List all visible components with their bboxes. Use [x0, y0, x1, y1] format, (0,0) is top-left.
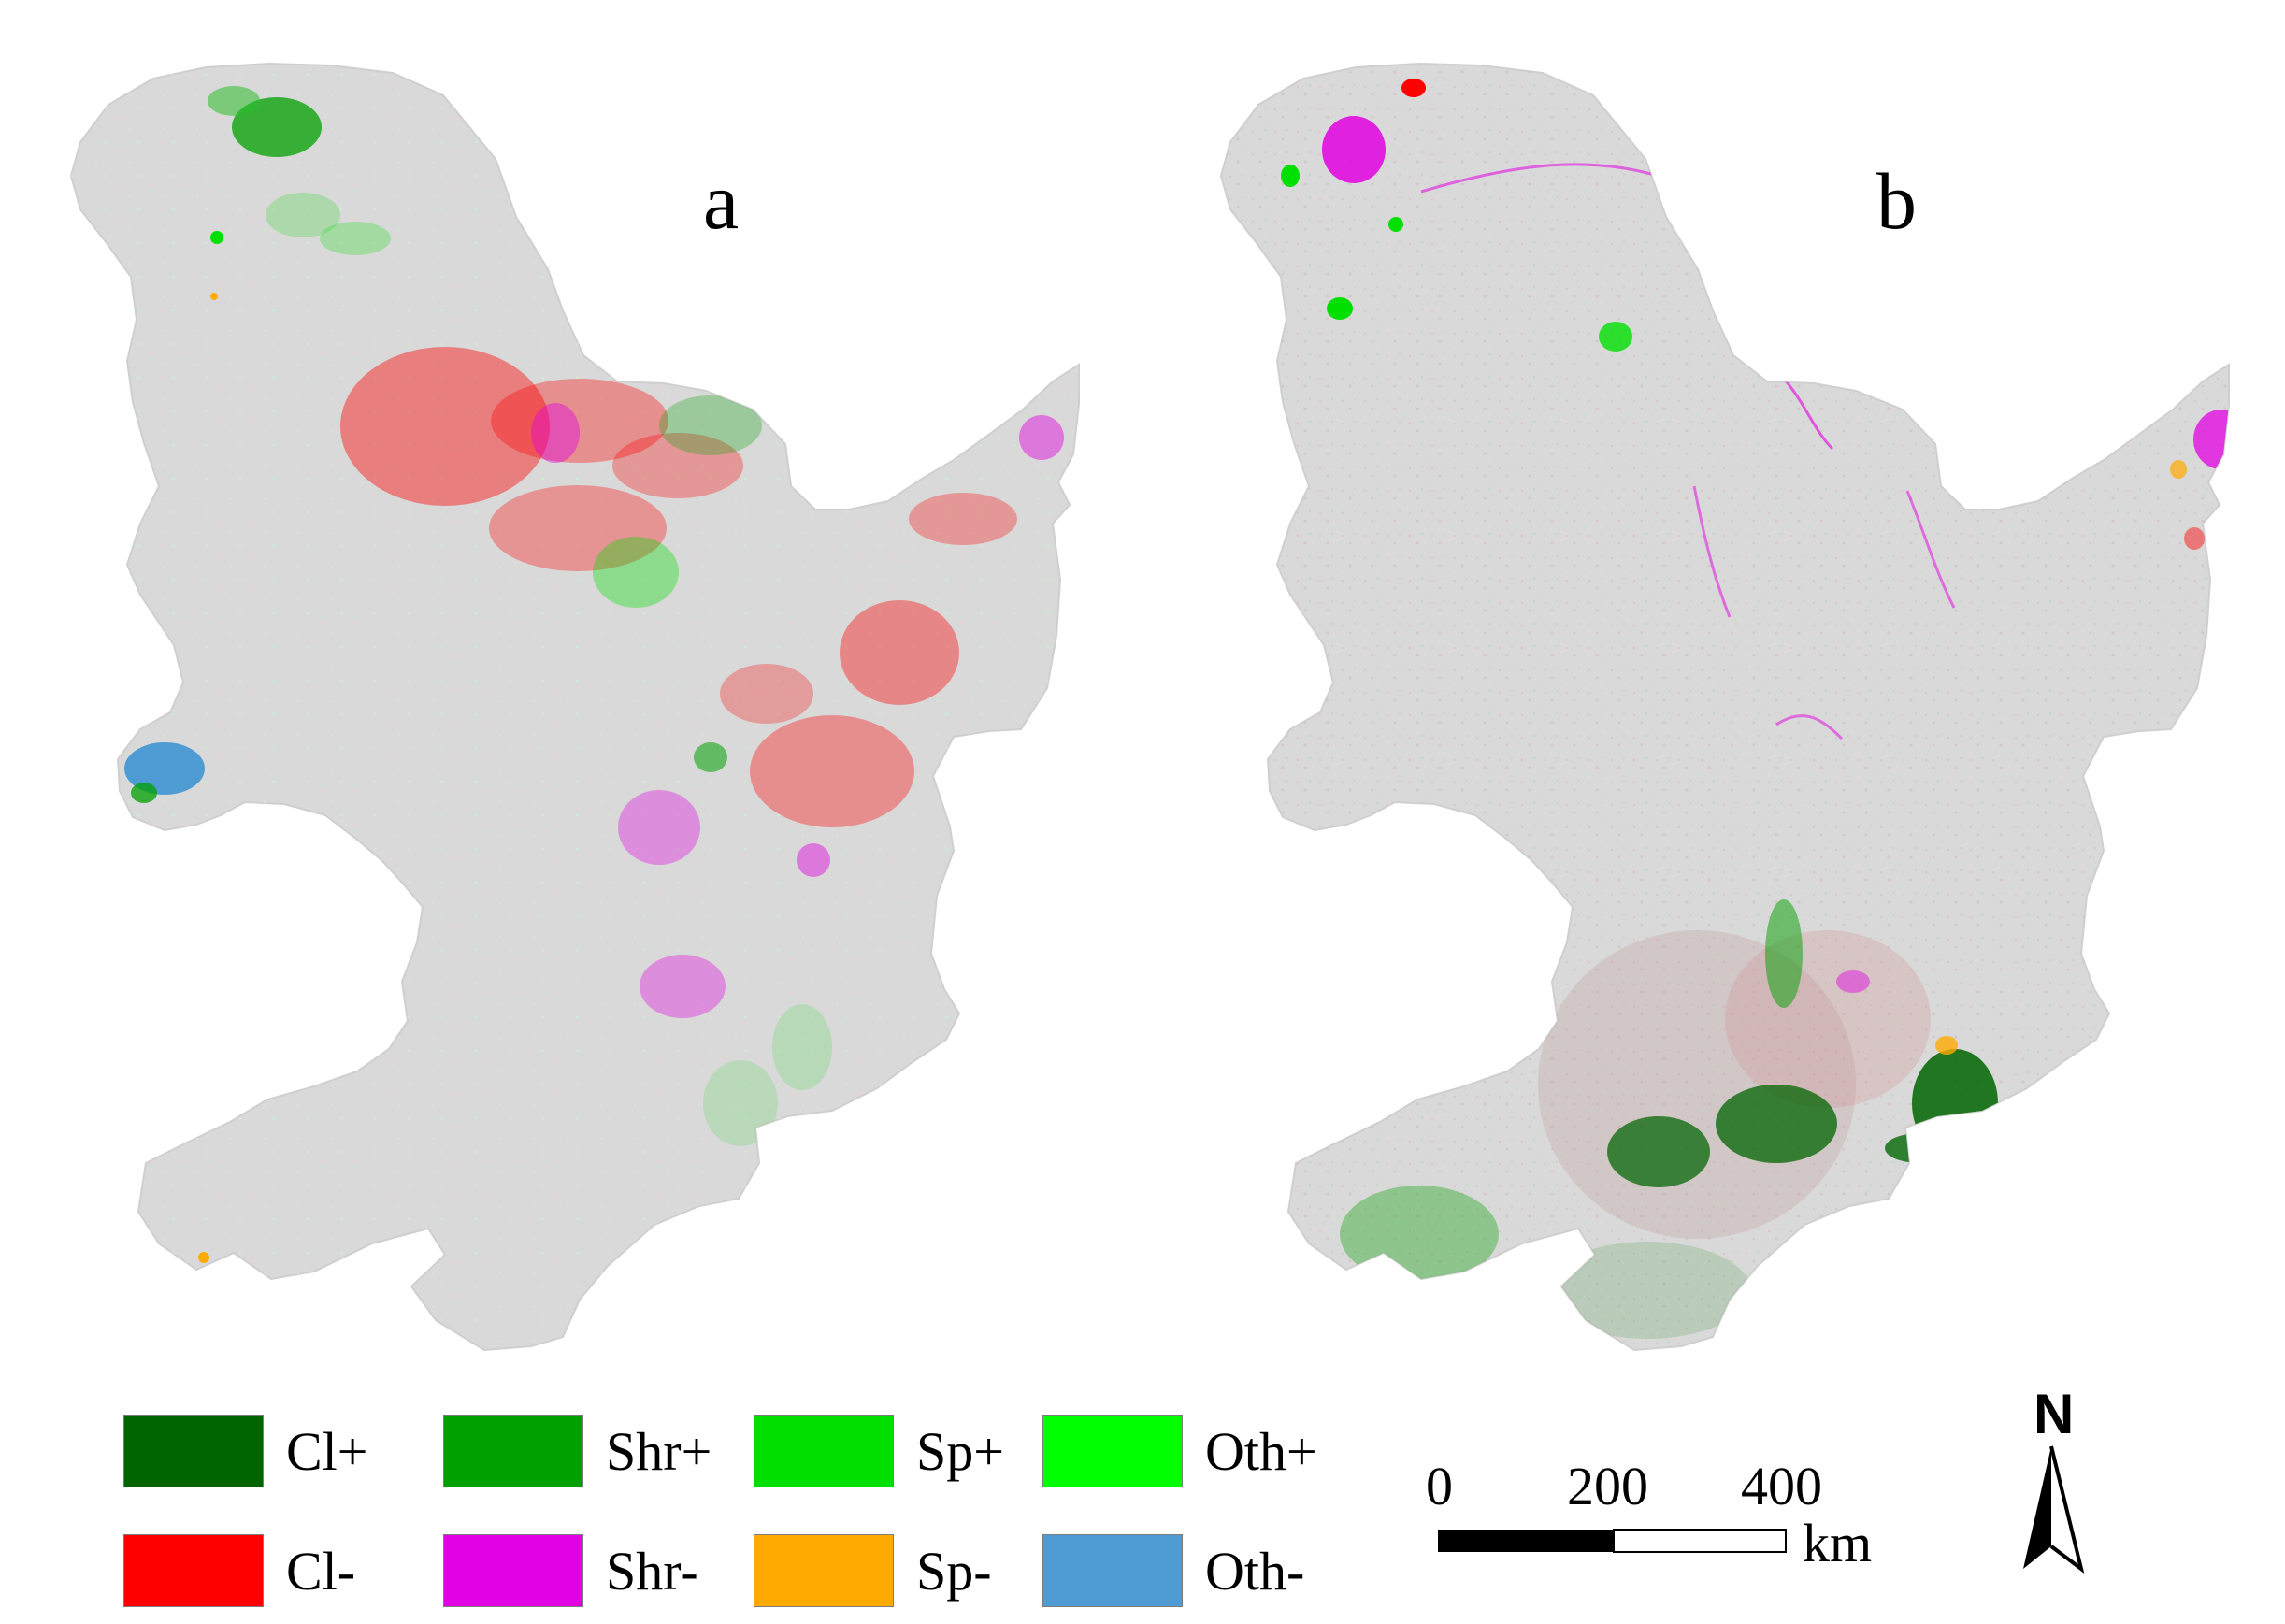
scale-tick-400: 400 — [1741, 1456, 1822, 1516]
north-label: N — [2034, 1383, 2075, 1445]
cluster-green-central-a — [593, 395, 832, 1146]
map-panel-a — [70, 63, 1080, 1351]
scale-tick-200: 200 — [1567, 1456, 1648, 1516]
scale-bar-solid-segment — [1438, 1530, 1614, 1552]
panel-a-label: a — [703, 156, 740, 246]
cluster-north-green-a — [208, 86, 391, 255]
scale-bar-hollow-segment — [1613, 1529, 1787, 1553]
cluster-east-b — [2170, 410, 2229, 550]
cluster-red-a — [340, 347, 1017, 827]
north-arrow-icon — [2023, 1445, 2085, 1574]
lines-magenta-b — [1420, 163, 1956, 740]
map-panel-b — [1220, 63, 2230, 1351]
cluster-blue-a — [124, 742, 205, 803]
scale-bar — [1438, 1529, 1787, 1553]
scale-unit-label: km — [1803, 1513, 1873, 1574]
cluster-magenta-a — [531, 403, 1064, 1018]
panel-b-label: b — [1876, 156, 1917, 246]
cluster-north-b — [1281, 79, 1632, 352]
scale-tick-0: 0 — [1426, 1456, 1453, 1516]
